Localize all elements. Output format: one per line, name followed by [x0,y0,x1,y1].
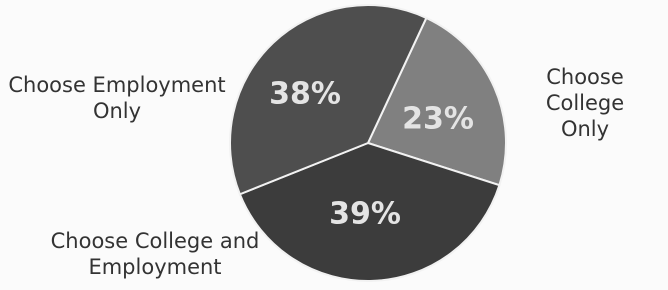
slice-label: Choose Employment Only [7,72,227,124]
slice-label: Choose College and Employment [45,228,265,280]
value-label: 39% [329,197,401,232]
slice-label: Choose College Only [520,64,650,142]
page: 23% 39% 38% Choose College Only Choose Coll… [0,0,668,290]
value-label: 38% [269,77,341,112]
value-label: 23% [402,102,474,137]
